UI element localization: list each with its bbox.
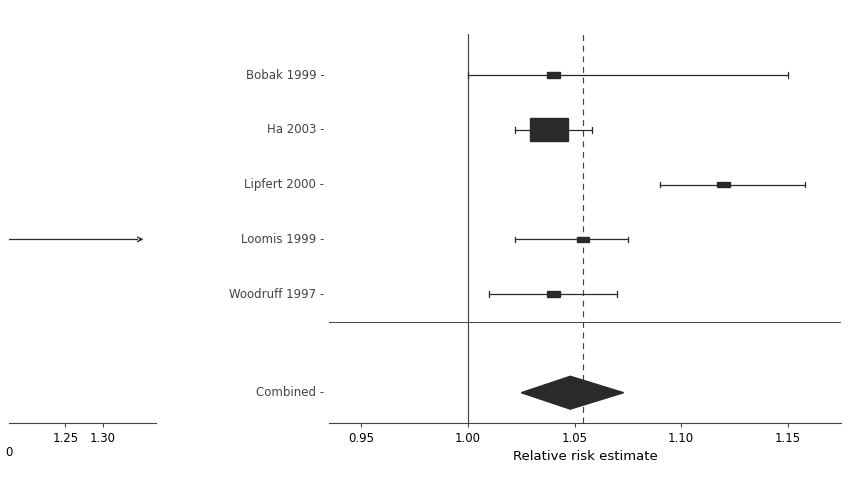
- Text: Ha 2003 -: Ha 2003 -: [267, 123, 324, 137]
- Text: Combined -: Combined -: [257, 386, 324, 399]
- Bar: [717, 182, 730, 187]
- X-axis label: Relative risk estimate: Relative risk estimate: [513, 451, 657, 464]
- Bar: [547, 72, 560, 78]
- Bar: [530, 119, 568, 141]
- Bar: [577, 237, 590, 242]
- Text: Bobak 1999 -: Bobak 1999 -: [245, 69, 324, 82]
- Text: 0: 0: [5, 446, 12, 459]
- Polygon shape: [521, 376, 623, 409]
- Text: Loomis 1999 -: Loomis 1999 -: [241, 233, 324, 246]
- Text: Lipfert 2000 -: Lipfert 2000 -: [244, 178, 324, 191]
- Bar: [547, 292, 560, 297]
- Text: Woodruff 1997 -: Woodruff 1997 -: [229, 288, 324, 301]
